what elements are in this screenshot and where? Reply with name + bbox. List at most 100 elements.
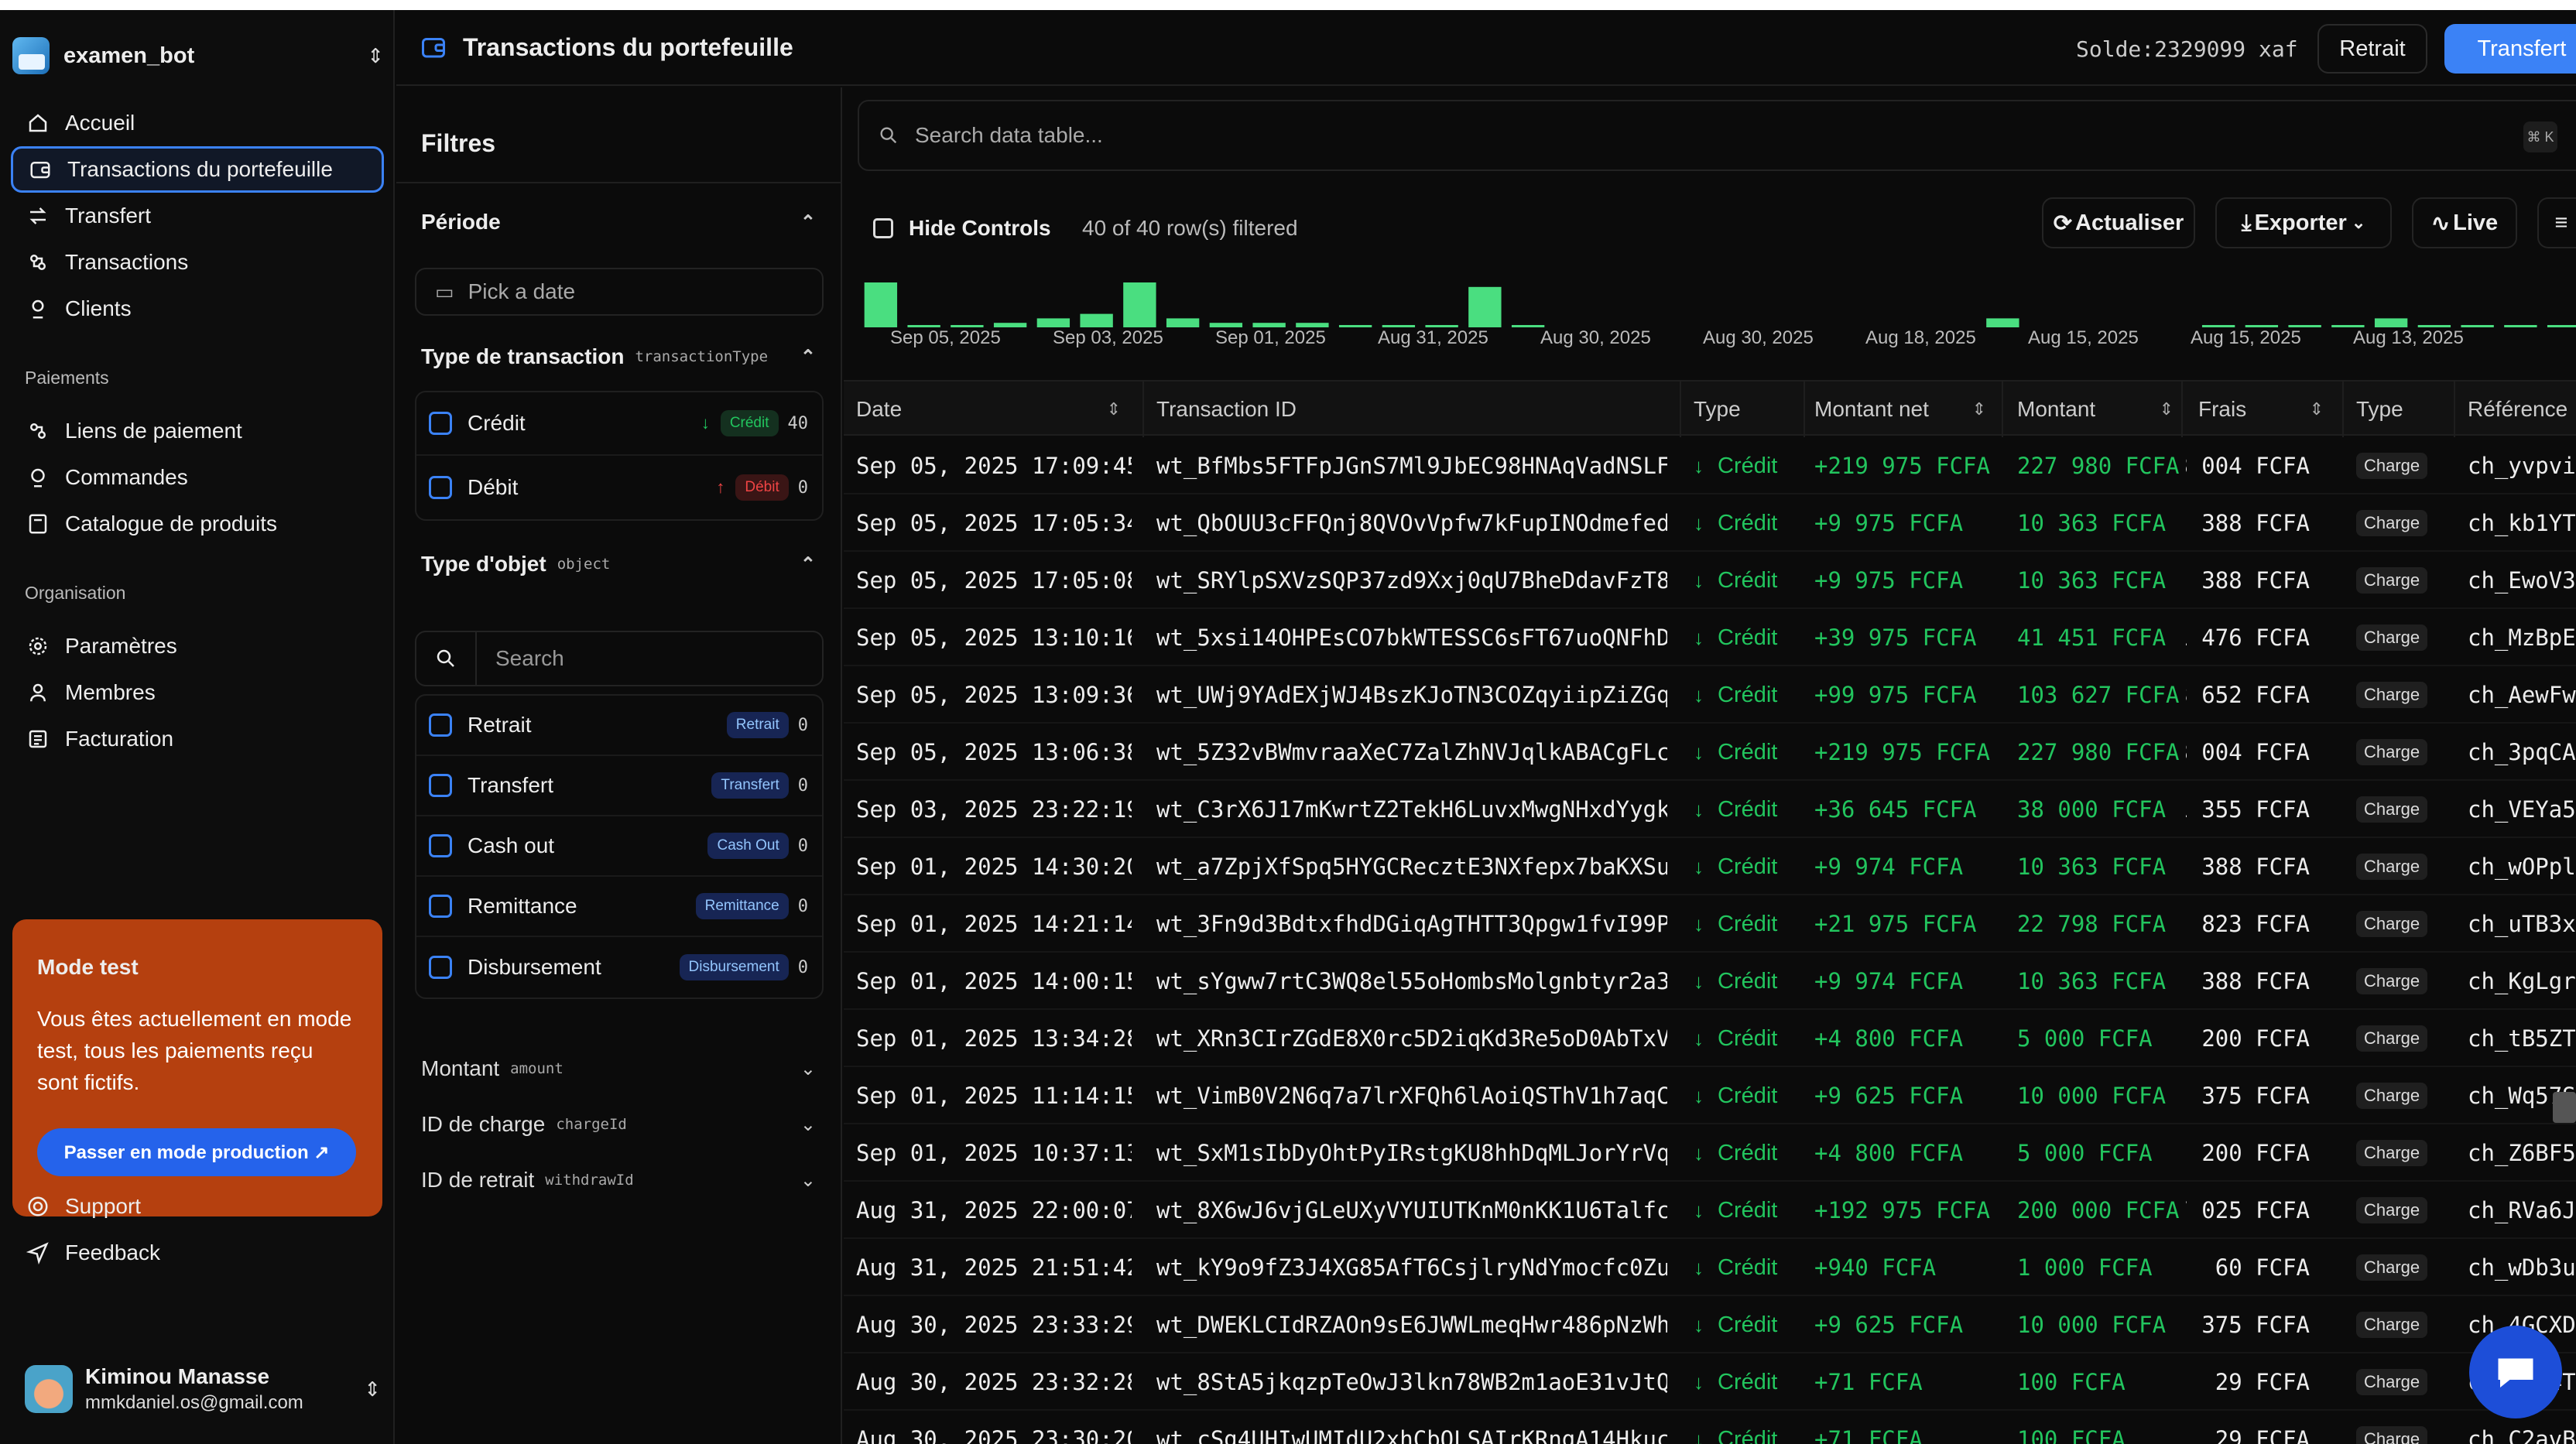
filter-option-cash-out[interactable]: Cash out Cash Out 0 [416,816,822,877]
checkbox[interactable] [429,476,452,499]
filter-type-objet-header[interactable]: Type d'objet object ⌃ [421,552,816,577]
chart-bar[interactable] [1080,313,1113,327]
column-header[interactable]: Frais ⇕ [2198,382,2338,437]
chart-bar[interactable] [1036,318,1070,327]
table-row[interactable]: Sep 05, 2025 13:06:38 wt_5Z32vBWmvraaXeC7… [844,724,2576,781]
table-row[interactable]: Sep 01, 2025 14:21:14 wt_3Fn9d3BdtxfhdDGi… [844,895,2576,953]
cell-reference[interactable]: ch_MzBpEBL [2468,624,2576,651]
chart-bar[interactable] [2331,325,2365,327]
chart-bar[interactable] [2417,325,2451,327]
exporter-button[interactable]: ⤓ Exporter ⌄ [2215,197,2392,248]
checkbox[interactable] [429,412,452,435]
cell-reference[interactable]: ch_wOPplik [2468,854,2576,880]
table-row[interactable]: Sep 03, 2025 23:22:19 wt_C3rX6J17mKwrtZ2T… [844,781,2576,838]
table-row[interactable]: Sep 05, 2025 13:09:36 wt_UWj9YAdEXjWJ4Bsz… [844,666,2576,724]
chart-bar[interactable] [864,282,898,327]
live-button[interactable]: ∿ Live [2412,197,2517,248]
chart-bar[interactable] [1209,323,1243,327]
checkbox[interactable] [429,895,452,918]
hide-controls-button[interactable]: Hide Controls [873,204,1051,253]
chat-widget-button[interactable] [2469,1326,2562,1418]
chart-bar[interactable] [993,323,1027,327]
chart-bar[interactable] [1166,318,1200,327]
cell-reference[interactable]: ch_uTB3xgr [2468,911,2576,937]
filter-option-disbursement[interactable]: Disbursement Disbursement 0 [416,937,822,997]
chart-bar[interactable] [2461,325,2494,327]
filter-amount-header[interactable]: Montant amount ⌄ [421,1056,816,1081]
column-header[interactable]: Date ⇕ [856,382,1135,437]
chart-bar[interactable] [2374,318,2408,327]
date-picker[interactable]: ▭ Pick a date [415,268,824,316]
checkbox[interactable] [429,713,452,737]
table-row[interactable]: Sep 01, 2025 10:37:13 wt_SxM1sIbDyOhtPyIR… [844,1124,2576,1182]
cell-reference[interactable]: ch_KgLgr1f [2468,968,2576,994]
filter-option-transfert[interactable]: Transfert Transfert 0 [416,756,822,816]
table-row[interactable]: Aug 30, 2025 23:30:20 wt_cSg4UHIwUMIdU2xh… [844,1411,2576,1444]
table-row[interactable]: Sep 05, 2025 17:09:45 wt_BfMbs5FTFpJGnS7M… [844,437,2576,494]
sidebar-item-commandes[interactable]: Commandes [11,454,384,501]
cell-reference[interactable]: ch_Z6BF56F [2468,1140,2576,1166]
cell-reference[interactable]: ch_RVa6Jb2 [2468,1197,2576,1223]
checkbox[interactable] [429,774,452,797]
chart-bar[interactable] [2504,325,2537,327]
table-search-input[interactable]: Search data table... ⌘ K [858,100,2576,171]
table-row[interactable]: Sep 01, 2025 13:34:28 wt_XRn3CIrZGdE8X0rc… [844,1010,2576,1067]
chart-bar[interactable] [1252,323,1286,327]
cell-reference[interactable]: ch_kb1YT5t [2468,510,2576,536]
chart-bar[interactable] [1468,286,1502,327]
cell-reference[interactable]: ch_tB5ZTye [2468,1025,2576,1052]
sidebar-item-transactions[interactable]: Transactions [11,239,384,286]
transfert-button[interactable]: Transfert [2444,24,2576,74]
chart-bar[interactable] [2288,325,2321,327]
sort-icon[interactable]: ⇕ [1971,399,1986,419]
chart-bar[interactable] [2547,325,2576,327]
filter-chargeId-header[interactable]: ID de charge chargeId ⌄ [421,1112,816,1137]
cell-reference[interactable]: ch_C2avBP [2468,1426,2576,1444]
workspace-switcher[interactable]: examen_bot ⇕ [12,30,384,81]
chart-bar[interactable] [907,325,940,327]
cell-reference[interactable]: ch_VEYa5K0 [2468,796,2576,823]
table-row[interactable]: Sep 05, 2025 17:05:34 wt_QbOUU3cFFQnj8QVO… [844,494,2576,552]
sidebar-item-paramètres[interactable]: Paramètres [11,623,384,669]
actualiser-button[interactable]: ⟳ Actualiser [2042,197,2195,248]
cell-reference[interactable]: ch_3pqCApk [2468,739,2576,765]
cell-reference[interactable]: ch_yvpviM3 [2468,453,2576,479]
table-row[interactable]: Sep 05, 2025 13:10:16 wt_5xsi14OHPEsCO7bk… [844,609,2576,666]
settings-sliders-button[interactable]: ≡ [2537,197,2576,248]
objet-search[interactable]: Search [415,631,824,686]
chart-bar[interactable] [2245,325,2279,327]
table-row[interactable]: Sep 01, 2025 11:14:15 wt_VimB0V2N6q7a7lrX… [844,1067,2576,1124]
table-row[interactable]: Sep 01, 2025 14:00:15 wt_sYgww7rtC3WQ8el5… [844,953,2576,1010]
sidebar-item-facturation[interactable]: Facturation [11,716,384,762]
objet-search-input[interactable]: Search [495,646,564,670]
sidebar-item-clients[interactable]: Clients [11,286,384,332]
chart-bar[interactable] [1382,325,1416,327]
horizontal-scrollbar-thumb[interactable] [2553,1092,2576,1123]
chart-bar[interactable] [1338,325,1372,327]
sidebar-item-feedback[interactable]: Feedback [11,1230,384,1276]
table-row[interactable]: Sep 05, 2025 17:05:08 wt_SRYlpSXVzSQP37zd… [844,552,2576,609]
production-mode-button[interactable]: Passer en mode production ↗ [37,1128,356,1176]
sidebar-item-transfert[interactable]: Transfert [11,193,384,239]
sidebar-item-transactions-du-portefeuille[interactable]: Transactions du portefeuille [11,146,384,193]
filter-type-transaction-header[interactable]: Type de transaction transactionType ⌃ [421,344,816,369]
table-row[interactable]: Sep 01, 2025 14:30:20 wt_a7ZpjXfSpq5HYGCR… [844,838,2576,895]
column-header[interactable]: Montant ⇕ [2017,382,2187,437]
filter-option-retrait[interactable]: Retrait Retrait 0 [416,696,822,756]
column-header[interactable]: Montant net ⇕ [1814,382,2000,437]
sort-icon[interactable]: ⇕ [2309,399,2324,419]
user-menu[interactable]: Kiminou Manasse mmkdaniel.os@gmail.com ⇕ [25,1358,381,1420]
cell-reference[interactable]: ch_wDb3uvC [2468,1254,2576,1281]
sidebar-item-catalogue-de-produits[interactable]: Catalogue de produits [11,501,384,547]
chart-bar[interactable] [1986,318,2019,327]
chart-bar[interactable] [951,325,984,327]
sidebar-item-support[interactable]: Support [11,1183,384,1230]
sidebar-item-liens-de-paiement[interactable]: Liens de paiement [11,408,384,454]
sort-icon[interactable]: ⇕ [1106,399,1121,419]
chart-bar[interactable] [1511,325,1545,327]
table-row[interactable]: Aug 31, 2025 22:00:07 wt_8X6wJ6vjGLeUXyVY… [844,1182,2576,1239]
chart-bar[interactable] [1123,282,1156,327]
retrait-button[interactable]: Retrait [2317,24,2427,74]
filter-option-débit[interactable]: Débit ↑ Débit 0 [416,456,822,519]
checkbox[interactable] [429,956,452,979]
